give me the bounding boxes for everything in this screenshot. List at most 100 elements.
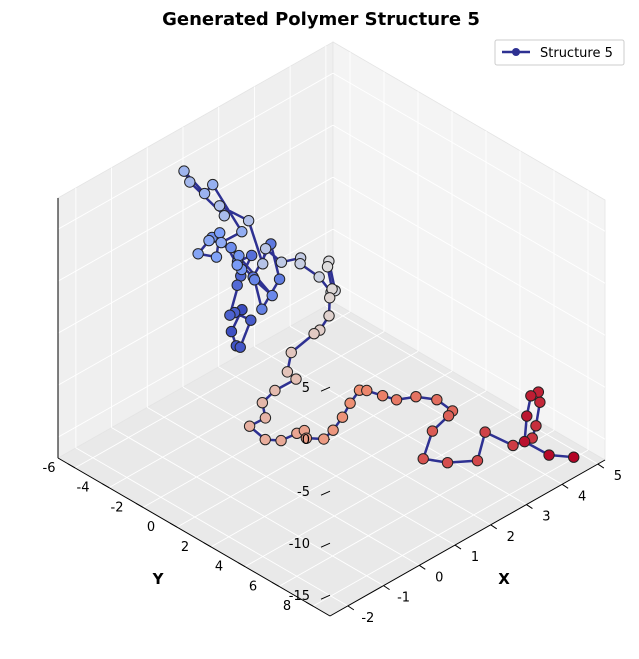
data-point [275, 434, 287, 447]
x-tick-mark [383, 585, 390, 591]
grid-line-z-right [332, 228, 606, 388]
x-tick-label: 5 [614, 469, 622, 484]
data-point [256, 303, 268, 315]
data-point [259, 433, 271, 446]
z-tick-label: 5 [302, 381, 310, 396]
legend-marker [512, 48, 520, 56]
z-tick-label: -10 [289, 537, 310, 552]
z-tick-label: -15 [289, 589, 310, 604]
data-point [259, 412, 272, 424]
data-point [431, 393, 443, 406]
data-point [441, 456, 454, 469]
data-point [525, 390, 537, 402]
data-point [245, 249, 258, 262]
x-tick-label: 1 [471, 550, 479, 565]
data-point [198, 187, 211, 200]
data-point [507, 439, 519, 452]
x-tick-label: 4 [578, 489, 586, 504]
y-tick-label: -2 [111, 500, 124, 515]
chart-title: Generated Polymer Structure 5 [162, 9, 480, 30]
data-point [231, 279, 243, 291]
data-point [256, 397, 269, 409]
data-point [218, 210, 231, 222]
grid-line-z-right [332, 280, 606, 440]
data-point [323, 310, 335, 322]
y-tick-label: 4 [215, 560, 223, 575]
data-point [210, 251, 223, 263]
x-tick-mark [561, 483, 569, 489]
y-tick-mark [203, 542, 212, 548]
grid-line-x-floor [75, 447, 349, 607]
data-point [225, 325, 238, 338]
grid-line-z-right [332, 72, 606, 232]
x-tick-mark [419, 564, 426, 570]
data-point [518, 435, 531, 448]
data-point [530, 420, 542, 432]
grid-line-x-floor [147, 406, 420, 566]
x-tick-label: 2 [507, 530, 515, 545]
legend-box [494, 39, 625, 66]
data-point [214, 227, 226, 239]
x-tick-mark [597, 463, 605, 469]
data-point [207, 178, 219, 191]
data-point [259, 242, 272, 255]
grid-line-x-floor [254, 346, 527, 505]
data-point [308, 328, 320, 340]
data-point [442, 410, 455, 422]
grid-line-z-right [332, 124, 606, 284]
y-axis-label: Y [152, 570, 165, 588]
data-point [543, 449, 555, 461]
x-axis-label: X [498, 570, 510, 588]
x-tick-mark [347, 605, 355, 611]
y-tick-mark [271, 581, 280, 587]
y-tick-label: 8 [283, 599, 291, 614]
grid-line-z-left [57, 124, 334, 282]
grid-line-x-floor [182, 386, 456, 546]
data-point [479, 426, 491, 438]
data-point [471, 454, 484, 467]
z-tick-mark [320, 386, 331, 392]
grid-line-z-right [332, 176, 606, 336]
x-tick-label: 0 [435, 570, 443, 585]
y-tick-label: -6 [43, 461, 56, 476]
grid-line-z-left [57, 72, 334, 230]
y-tick-label: 6 [249, 579, 257, 594]
data-point [224, 309, 236, 321]
data-point [234, 341, 246, 353]
grid-line-y-floor [244, 410, 521, 568]
data-point [215, 236, 227, 249]
data-point [290, 373, 302, 385]
data-point [236, 226, 248, 238]
data-point [285, 346, 297, 359]
data-point [281, 366, 294, 378]
data-point [426, 425, 439, 437]
grid-line-x-floor [218, 366, 491, 526]
data-point [321, 261, 334, 273]
data-point [245, 314, 257, 326]
x-tick-mark [526, 504, 533, 509]
data-point [313, 271, 325, 283]
z-tick-mark [320, 542, 331, 548]
grid-line-z-left [57, 280, 334, 438]
data-point [242, 214, 255, 227]
grid-line-x-floor [111, 427, 384, 586]
data-point [534, 396, 546, 408]
x-axis-line [329, 459, 606, 617]
grid-line-y-floor [108, 331, 385, 489]
data-point [248, 274, 261, 286]
data-point [243, 420, 256, 432]
grid-line-x-floor [289, 325, 563, 485]
z-tick-mark [320, 490, 331, 496]
data-point [300, 432, 313, 444]
y-tick-label: 2 [181, 540, 189, 555]
data-point [231, 259, 243, 271]
y-tick-label: -4 [77, 481, 90, 496]
axes-panes [57, 41, 606, 617]
data-point [318, 433, 330, 445]
data-point [184, 176, 196, 188]
grid-line-y-floor [312, 449, 589, 607]
y-tick-mark [237, 562, 246, 568]
data-point [417, 453, 429, 465]
